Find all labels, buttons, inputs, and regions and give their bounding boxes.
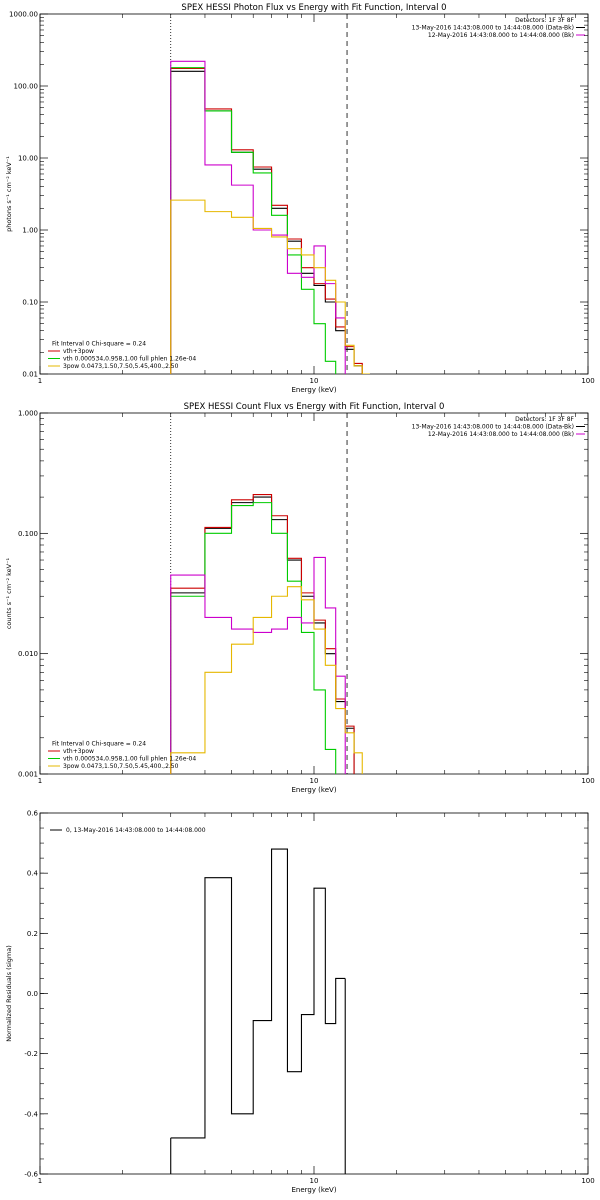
legend-entry: vth 0.000534,0.958,1.00 full phlen 1.26e… (63, 756, 196, 763)
y-tick-label: -0.4 (24, 1110, 38, 1118)
series-3pow (170, 586, 363, 774)
legend-entry: 3pow 0.0473,1.50,7.50,5.45,400.,2.50 (63, 763, 179, 770)
y-axis-label: Normalized Residuals (sigma) (5, 945, 13, 1042)
y-tick-label: 1.000 (18, 410, 38, 418)
legend-entry: 13-May-2016 14:43:08.000 to 14:44:08.000… (412, 25, 574, 32)
y-axis: -0.6 -0.4 -0.2 0.0 0.2 0.4 0.6 (24, 810, 588, 1179)
chart-title: SPEX HESSI Count Flux vs Energy with Fit… (184, 402, 445, 412)
series-0-13-may-2016-14-43-08-000-to-14-44-08-000 (170, 848, 346, 1139)
legend-entry: 0, 13-May-2016 14:43:08.000 to 14:44:08.… (66, 827, 206, 834)
panel-count: SPEX HESSI Count Flux vs Energy with Fit… (5, 402, 595, 794)
y-tick-label: -0.2 (24, 1050, 38, 1058)
y-tick-label: 0.2 (27, 930, 38, 938)
y-tick-label: 0.100 (18, 530, 38, 538)
legend-entry: Detectors: 1F 3F 8F (515, 17, 574, 24)
x-axis-label: Energy (keV) (291, 386, 336, 394)
y-tick-label: 1000.00 (9, 11, 38, 19)
x-tick-label: 10 (310, 377, 319, 385)
series-group (170, 848, 346, 1174)
x-tick-label: 1 (38, 777, 42, 785)
legend-entry: vth 0.000534,0.958,1.00 full phlen 1.26e… (63, 356, 196, 363)
legend-entry: 13-May-2016 14:43:08.000 to 14:44:08.000… (412, 424, 574, 431)
y-tick-label: 0.10 (22, 299, 38, 307)
legend-entry: 3pow 0.0473,1.50,7.50,5.45,400.,2.50 (63, 363, 179, 370)
y-tick-label: 0.4 (27, 870, 39, 878)
y-tick-label: 0.0 (27, 990, 38, 998)
x-tick-label: 1 (38, 377, 42, 385)
x-tick-label: 10 (310, 777, 319, 785)
y-tick-label: -0.6 (24, 1171, 38, 1179)
x-tick-label: 10 (310, 1177, 319, 1185)
y-axis: 0.001 0.010 0.100 1.000 (18, 410, 588, 779)
x-axis: 1 10 100 (38, 813, 595, 1185)
legend-entry: Fit Interval 0 Chi-square = 0.24 (52, 741, 146, 748)
y-tick-label: 100.00 (14, 83, 39, 91)
x-tick-label: 100 (581, 777, 594, 785)
x-axis-label: Energy (keV) (291, 1186, 336, 1194)
y-tick-label: 0.010 (18, 650, 38, 658)
series-bk (170, 556, 346, 774)
y-tick-label: 0.001 (18, 771, 38, 779)
x-tick-label: 100 (581, 377, 594, 385)
y-axis-label: photons s⁻¹ cm⁻² keV⁻¹ (5, 156, 13, 232)
legend-entry: Detectors: 1F 3F 8F (515, 416, 574, 423)
x-tick-label: 100 (581, 1177, 594, 1185)
y-axis: 0.01 0.10 1.00 10.00 100.00 1000.00 (9, 11, 588, 379)
series-3pow (170, 199, 370, 374)
x-axis-label: Energy (keV) (291, 786, 336, 794)
chart-title: SPEX HESSI Photon Flux vs Energy with Fi… (181, 3, 446, 13)
x-axis: 1 10 100 (38, 14, 595, 385)
legend-entry: vth+3pow (63, 748, 94, 755)
legend-entry: 12-May-2016 14:43:08.000 to 14:44:08.000… (428, 32, 574, 39)
series-vth-3pow (170, 494, 355, 774)
y-tick-label: 0.01 (22, 371, 38, 379)
x-tick-label: 1 (38, 1177, 42, 1185)
series-group (170, 60, 370, 374)
legend-top-left: 0, 13-May-2016 14:43:08.000 to 14:44:08.… (50, 827, 206, 834)
series-vth (170, 67, 337, 374)
series-data-bk (170, 496, 355, 774)
y-tick-label: 0.6 (27, 810, 39, 818)
x-axis: 1 10 100 (38, 413, 595, 785)
series-group (170, 494, 363, 774)
legend-bottom-left: Fit Interval 0 Chi-square = 0.24vth+3pow… (48, 341, 196, 370)
y-tick-label: 10.00 (18, 155, 38, 163)
y-axis-label: counts s⁻¹ cm⁻² keV⁻¹ (5, 557, 13, 629)
y-tick-label: 1.00 (22, 227, 38, 235)
panel-resid: 1 10 100 Energy (keV) -0.6 -0.4 -0.2 0.0 0.2 0.4 0… (5, 810, 595, 1195)
series-bk (170, 60, 346, 374)
panel-photon: SPEX HESSI Photon Flux vs Energy with Fi… (5, 3, 595, 394)
series-vth-3pow (170, 67, 363, 374)
legend-entry: vth+3pow (63, 348, 94, 355)
legend-bottom-left: Fit Interval 0 Chi-square = 0.24vth+3pow… (48, 741, 196, 770)
series-vth (170, 502, 337, 774)
legend-entry: 12-May-2016 14:43:08.000 to 14:44:08.000… (428, 431, 574, 438)
legend-entry: Fit Interval 0 Chi-square = 0.24 (52, 341, 146, 348)
series-data-bk (170, 70, 363, 374)
